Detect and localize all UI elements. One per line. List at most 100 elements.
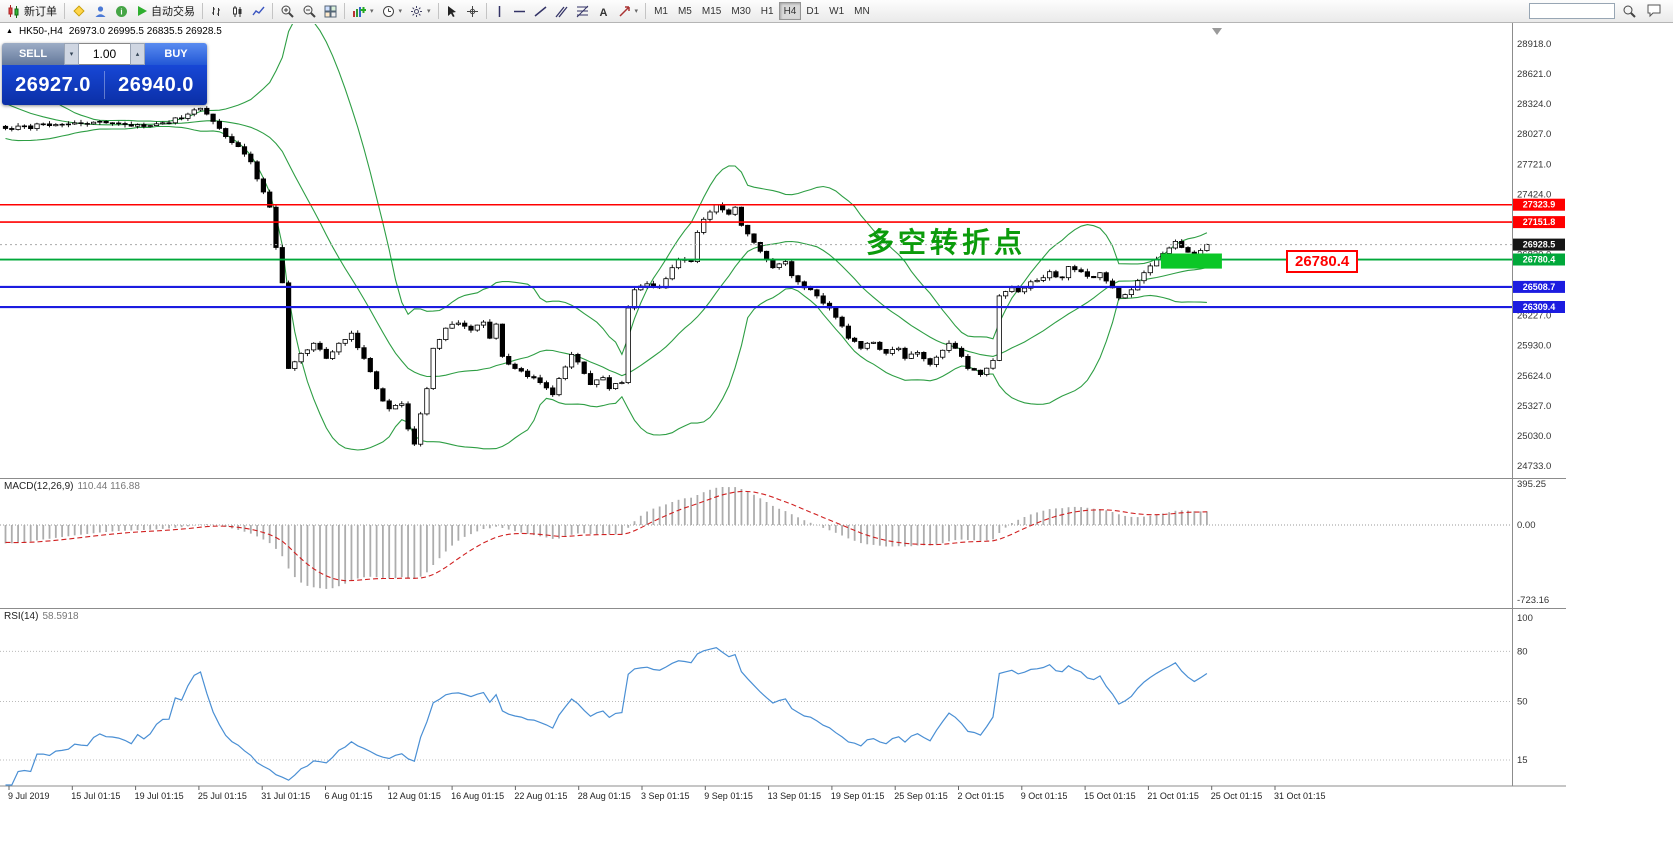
volume-input[interactable]: 1.00 (79, 43, 130, 65)
symbol-search-input[interactable] (1529, 3, 1615, 19)
buy-button[interactable]: BUY (145, 43, 207, 65)
rsi-label-text: RSI(14) (4, 611, 39, 622)
timeframe-m5[interactable]: M5 (673, 2, 697, 20)
horizontal-line-button[interactable] (509, 2, 530, 21)
rsi-line (5, 647, 1208, 786)
price-tag-27151.8 (1513, 216, 1565, 229)
toolbar-separator (64, 3, 65, 19)
timeframe-d1[interactable]: D1 (801, 2, 824, 20)
price-tag-26508.7 (1513, 280, 1565, 293)
line-chart-icon (252, 5, 265, 18)
fibonacci-icon (576, 5, 589, 18)
chart-shift-marker[interactable] (1212, 28, 1222, 35)
tile-windows-button[interactable] (320, 2, 341, 21)
svg-text:28 Aug 01:15: 28 Aug 01:15 (578, 791, 631, 801)
svg-text:25030.0: 25030.0 (1517, 431, 1551, 442)
svg-text:15 Jul 01:15: 15 Jul 01:15 (71, 791, 120, 801)
volume-increase-button[interactable]: ▴ (130, 43, 145, 65)
svg-text:26227.0: 26227.0 (1517, 310, 1551, 321)
candlestick-chart-button[interactable] (227, 2, 248, 21)
timeframe-m1[interactable]: M1 (649, 2, 673, 20)
svg-text:25 Sep 01:15: 25 Sep 01:15 (894, 791, 948, 801)
svg-text:9 Oct 01:15: 9 Oct 01:15 (1021, 791, 1068, 801)
toolbar-separator (202, 3, 203, 19)
volume-decrease-button[interactable]: ▾ (64, 43, 79, 65)
svg-text:26309.4: 26309.4 (1523, 302, 1556, 312)
one-click-top-row: SELL ▾ 1.00 ▴ BUY (2, 43, 207, 65)
svg-text:27424.0: 27424.0 (1517, 190, 1551, 201)
price-callout-box[interactable]: 26780.4 (1286, 250, 1359, 273)
zoom-out-button[interactable] (298, 2, 320, 21)
zoom-in-icon (280, 4, 294, 18)
timeframe-h1[interactable]: H1 (756, 2, 779, 20)
chart-info-chip: ▲ HK50-,H4 26973.0 26995.5 26835.5 26928… (4, 26, 224, 37)
chevron-down-icon: ▾ (398, 8, 403, 15)
crosshair-button[interactable] (462, 2, 483, 21)
info-icon: i (115, 5, 128, 18)
svg-text:26780.4: 26780.4 (1523, 255, 1556, 265)
chart-canvas[interactable]: 28918.0 28621.0 28324.0 28027.0 27721.0 27424… (0, 23, 1566, 833)
new-order-label: 新订单 (24, 6, 57, 18)
svg-text:25327.0: 25327.0 (1517, 401, 1551, 412)
person-icon (94, 5, 107, 18)
chat-button[interactable] (1643, 2, 1666, 21)
bar-chart-button[interactable] (206, 2, 227, 21)
community-button[interactable]: i (111, 2, 132, 21)
new-order-button[interactable]: 新订单 (3, 2, 61, 21)
highlight-zone[interactable] (1160, 253, 1222, 269)
vertical-line-button[interactable] (490, 2, 509, 21)
svg-text:9 Sep 01:15: 9 Sep 01:15 (704, 791, 753, 801)
gear-icon (410, 5, 423, 18)
zoom-in-button[interactable] (276, 2, 298, 21)
channel-button[interactable] (551, 2, 572, 21)
svg-text:15 Oct 01:15: 15 Oct 01:15 (1084, 791, 1136, 801)
search-icon (1622, 4, 1636, 18)
sell-button[interactable]: SELL (2, 43, 64, 65)
arrow-object-button[interactable]: ▾ (614, 2, 643, 21)
periods-button[interactable]: ▾ (378, 2, 407, 21)
svg-text:19 Sep 01:15: 19 Sep 01:15 (831, 791, 885, 801)
price-tag-26780.4 (1513, 253, 1565, 266)
svg-text:28918.0: 28918.0 (1517, 39, 1551, 50)
chevron-down-icon: ▾ (634, 8, 639, 15)
timeframe-w1[interactable]: W1 (824, 2, 849, 20)
trendline-button[interactable] (530, 2, 551, 21)
svg-text:A: A (599, 7, 607, 18)
cursor-button[interactable] (442, 2, 462, 21)
svg-text:13 Sep 01:15: 13 Sep 01:15 (768, 791, 822, 801)
horizontal-line-icon (513, 6, 526, 17)
svg-text:26928.5: 26928.5 (1523, 240, 1556, 250)
clock-icon (382, 5, 395, 18)
arrow-icon (618, 5, 631, 18)
line-chart-button[interactable] (248, 2, 269, 21)
candlesticks (2, 106, 1210, 447)
timeframe-h4[interactable]: H4 (778, 2, 802, 20)
profile-button[interactable] (90, 2, 111, 21)
text-button[interactable]: A (593, 2, 614, 21)
main-toolbar: 新订单 i 自动交易 ▾ ▾ ▾ A ▾ M1 M5 (0, 0, 1673, 23)
chart-symbol-period: HK50-,H4 (18, 26, 63, 37)
svg-text:-723.16: -723.16 (1517, 595, 1549, 606)
templates-button[interactable]: ▾ (406, 2, 435, 21)
search-button[interactable] (1618, 2, 1640, 21)
chart-window: 28918.0 28621.0 28324.0 28027.0 27721.0 27424… (0, 23, 1566, 857)
chart-annotation-text[interactable]: 多空转折点 (866, 226, 1027, 259)
crosshair-icon (466, 5, 479, 18)
price-tag-27323.9 (1513, 198, 1565, 211)
sell-price[interactable]: 26927.0 (15, 73, 91, 96)
macd-values-text: 110.44 116.88 (77, 481, 140, 492)
down-caret-icon: ▾ (69, 51, 74, 58)
svg-text:2 Oct 01:15: 2 Oct 01:15 (958, 791, 1005, 801)
buy-price[interactable]: 26940.0 (118, 73, 194, 96)
svg-text:24733.0: 24733.0 (1517, 461, 1551, 472)
indicators-button[interactable]: ▾ (348, 2, 378, 21)
rsi-indicator-label: RSI(14) 58.5918 (4, 611, 79, 622)
autotrading-button[interactable]: 自动交易 (132, 2, 199, 21)
fibonacci-button[interactable] (572, 2, 593, 21)
price-tag-26309.4 (1513, 301, 1565, 313)
svg-text:21 Oct 01:15: 21 Oct 01:15 (1147, 791, 1199, 801)
mql5-button[interactable] (68, 2, 90, 21)
timeframe-m15[interactable]: M15 (697, 2, 726, 20)
timeframe-m30[interactable]: M30 (726, 2, 755, 20)
timeframe-mn[interactable]: MN (849, 2, 875, 20)
